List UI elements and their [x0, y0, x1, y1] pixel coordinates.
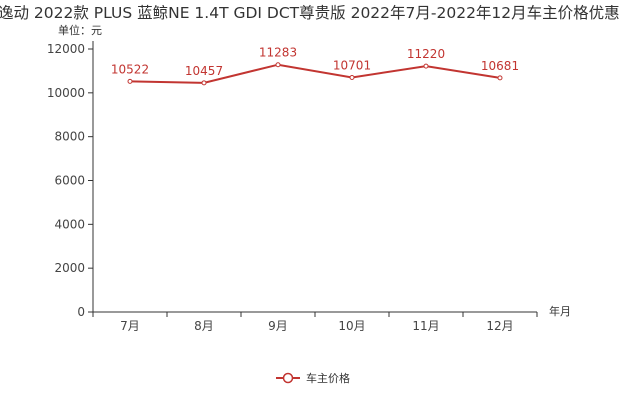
data-label: 10701 — [333, 58, 371, 72]
data-point[interactable] — [497, 75, 503, 81]
data-label: 10681 — [481, 59, 519, 73]
axes: 0 2000 4000 6000 8000 10000 12000 7月 8月 9月 10月 11月 1… — [47, 41, 538, 333]
y-tick-label: 2000 — [54, 261, 85, 275]
y-tick-label: 0 — [77, 305, 85, 319]
data-label: 10457 — [185, 64, 223, 78]
y-tick-label: 6000 — [54, 174, 85, 188]
legend-label: 车主价格 — [306, 371, 350, 385]
data-label: 10522 — [111, 62, 149, 76]
data-point[interactable] — [127, 78, 133, 84]
data-point[interactable] — [423, 63, 429, 69]
x-tick-label: 9月 — [268, 319, 288, 333]
data-point[interactable] — [201, 80, 207, 86]
y-tick-label: 8000 — [54, 130, 85, 144]
x-axis-label: 年月 — [549, 304, 571, 318]
data-point[interactable] — [349, 74, 355, 80]
x-tick-label: 10月 — [338, 319, 365, 333]
data-label: 11283 — [259, 46, 297, 60]
legend-marker-icon — [282, 372, 294, 384]
y-tick-label: 12000 — [47, 42, 85, 56]
series-line — [129, 63, 501, 84]
x-tick-label: 11月 — [412, 319, 439, 333]
x-tick-label: 8月 — [194, 319, 214, 333]
chart-title: 逸动 2022款 PLUS 蓝鲸NE 1.4T GDI DCT尊贵版 2022年… — [0, 4, 620, 22]
data-label: 11220 — [407, 47, 445, 61]
x-tick-label: 12月 — [486, 319, 513, 333]
legend[interactable]: 车主价格 — [276, 371, 350, 385]
x-tick-label: 7月 — [120, 319, 140, 333]
y-tick-label: 4000 — [54, 217, 85, 231]
data-point[interactable] — [275, 62, 281, 68]
series-marks: 10522 10457 11283 10701 11220 10681 — [111, 46, 519, 86]
y-axis-label: 单位：元 — [58, 23, 102, 37]
y-tick-label: 10000 — [47, 86, 85, 100]
